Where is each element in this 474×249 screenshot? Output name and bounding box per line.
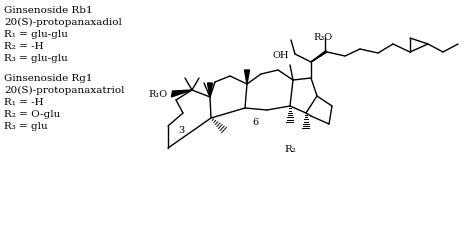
Text: 20(S)-protopanaxatriol: 20(S)-protopanaxatriol bbox=[4, 86, 125, 95]
Text: R₁O: R₁O bbox=[149, 89, 168, 99]
Text: Ginsenoside Rg1: Ginsenoside Rg1 bbox=[4, 74, 92, 83]
Text: OH: OH bbox=[273, 51, 289, 60]
Text: R₃O: R₃O bbox=[313, 33, 332, 42]
Text: R₁ = -H: R₁ = -H bbox=[4, 98, 44, 107]
Polygon shape bbox=[245, 70, 249, 84]
Text: 20(S)-protopanaxadiol: 20(S)-protopanaxadiol bbox=[4, 18, 122, 27]
Polygon shape bbox=[208, 83, 212, 97]
Text: R₂: R₂ bbox=[284, 145, 296, 154]
Text: Ginsenoside Rb1: Ginsenoside Rb1 bbox=[4, 6, 92, 15]
Text: R₃ = glu: R₃ = glu bbox=[4, 122, 47, 131]
Text: 3: 3 bbox=[178, 125, 184, 134]
Text: R₂ = O-glu: R₂ = O-glu bbox=[4, 110, 60, 119]
Polygon shape bbox=[311, 50, 326, 62]
Text: R₂ = -H: R₂ = -H bbox=[4, 42, 44, 51]
Polygon shape bbox=[172, 90, 192, 97]
Text: R₁ = glu-glu: R₁ = glu-glu bbox=[4, 30, 68, 39]
Text: R₃ = glu-glu: R₃ = glu-glu bbox=[4, 54, 68, 63]
Text: 6: 6 bbox=[252, 118, 258, 126]
